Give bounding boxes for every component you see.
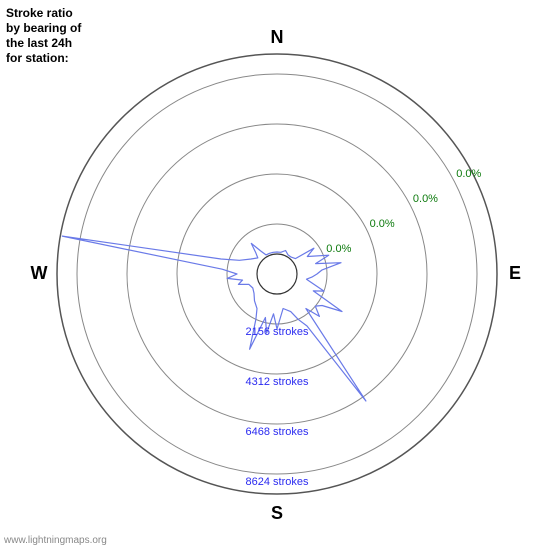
ring-label-pct: 0.0% <box>413 193 438 205</box>
polar-chart: 0.0% 0.0% 0.0% 0.0% 2156 strokes 4312 strokes… <box>0 0 550 550</box>
ring-label-pct: 0.0% <box>326 243 351 255</box>
ring-label-strokes: 8624 strokes <box>246 476 309 488</box>
cardinal-w: W <box>31 263 48 283</box>
cardinal-e: E <box>509 263 521 283</box>
center-hole <box>257 254 297 294</box>
credit-line: www.lightningmaps.org <box>4 535 107 546</box>
ring-label-strokes: 4312 strokes <box>246 376 309 388</box>
cardinal-s: S <box>271 503 283 523</box>
ring-label-pct: 0.0% <box>370 218 395 230</box>
ring-label-strokes: 2156 strokes <box>246 326 309 338</box>
rose-polygon <box>62 236 366 401</box>
cardinal-n: N <box>271 27 284 47</box>
ring-label-strokes: 6468 strokes <box>246 426 309 438</box>
ring-label-pct: 0.0% <box>456 168 481 180</box>
